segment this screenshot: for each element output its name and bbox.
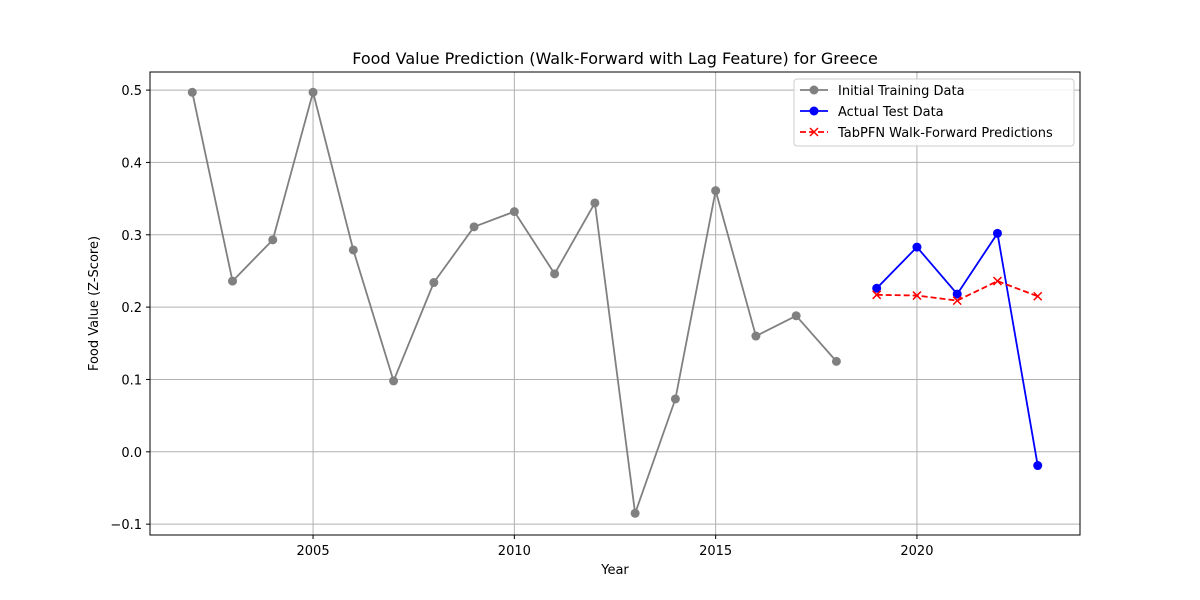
data-point — [268, 235, 278, 245]
x-marker-stroke — [952, 296, 962, 306]
data-point — [228, 276, 238, 286]
series-3 — [872, 276, 1043, 306]
data-point — [550, 269, 560, 279]
plot-area-frame — [149, 71, 1081, 536]
data-point — [1033, 461, 1043, 471]
chart-title: Food Value Prediction (Walk-Forward with… — [352, 49, 878, 68]
data-point — [389, 376, 399, 386]
data-point — [952, 289, 962, 299]
series-line — [876, 280, 1039, 302]
legend: Initial Training Data Actual Test Data Tab… — [793, 78, 1075, 147]
data-point — [308, 87, 318, 97]
x-marker-stroke — [872, 290, 882, 300]
x-tick-label: 2010 — [498, 544, 531, 559]
legend-item: TabPFN Walk-Forward Predictions — [800, 126, 1053, 141]
data-point — [912, 242, 922, 252]
y-tick-label: 0.5 — [121, 84, 142, 99]
legend-label: Actual Test Data — [838, 105, 944, 120]
series-lines — [187, 87, 1043, 518]
y-tick-label: 0.1 — [121, 373, 142, 388]
data-point — [509, 207, 519, 217]
series-1 — [187, 87, 841, 518]
x-axis-label: Year — [600, 563, 629, 578]
y-tick-label: 0.0 — [121, 446, 142, 461]
x-tick-label: 2015 — [699, 544, 732, 559]
data-point — [630, 508, 640, 518]
data-point — [992, 228, 1002, 238]
legend-label: TabPFN Walk-Forward Predictions — [837, 126, 1053, 141]
legend-box — [793, 78, 1075, 147]
y-axis-label: Food Value (Z-Score) — [87, 236, 102, 371]
axis-ticks: 2005 2010 2015 2020 −0.1 0.0 0.1 0.2 0.3 0.4 0.5 — [110, 84, 933, 559]
data-point — [348, 245, 358, 255]
data-point — [831, 356, 841, 366]
data-point — [187, 87, 197, 97]
legend-marker — [809, 106, 819, 116]
data-point — [992, 276, 1002, 286]
data-point — [711, 186, 721, 196]
x-marker-stroke — [809, 127, 819, 137]
data-point — [791, 311, 801, 321]
x-marker-stroke — [912, 291, 922, 301]
legend-marker — [809, 85, 819, 95]
x-tick-label: 2005 — [297, 544, 330, 559]
y-tick-label: −0.1 — [110, 518, 142, 533]
y-tick-label: 0.2 — [121, 301, 142, 316]
data-point — [751, 331, 761, 341]
y-tick-label: 0.4 — [121, 156, 142, 171]
data-point — [469, 222, 479, 232]
legend-marker — [809, 127, 819, 137]
data-point — [872, 283, 882, 293]
x-tick-label: 2020 — [900, 544, 933, 559]
legend-item: Initial Training Data — [800, 84, 965, 99]
legend-label: Initial Training Data — [838, 84, 965, 99]
data-point — [872, 290, 882, 300]
series-2 — [872, 228, 1043, 471]
data-point — [670, 394, 680, 404]
legend-item: Actual Test Data — [800, 105, 944, 120]
data-point — [429, 278, 439, 288]
y-tick-label: 0.3 — [121, 229, 142, 244]
data-point — [912, 291, 922, 301]
data-point — [952, 296, 962, 306]
data-point — [590, 198, 600, 208]
x-marker-stroke — [992, 276, 1002, 286]
data-point — [1033, 291, 1043, 301]
x-marker-stroke — [1033, 291, 1043, 301]
